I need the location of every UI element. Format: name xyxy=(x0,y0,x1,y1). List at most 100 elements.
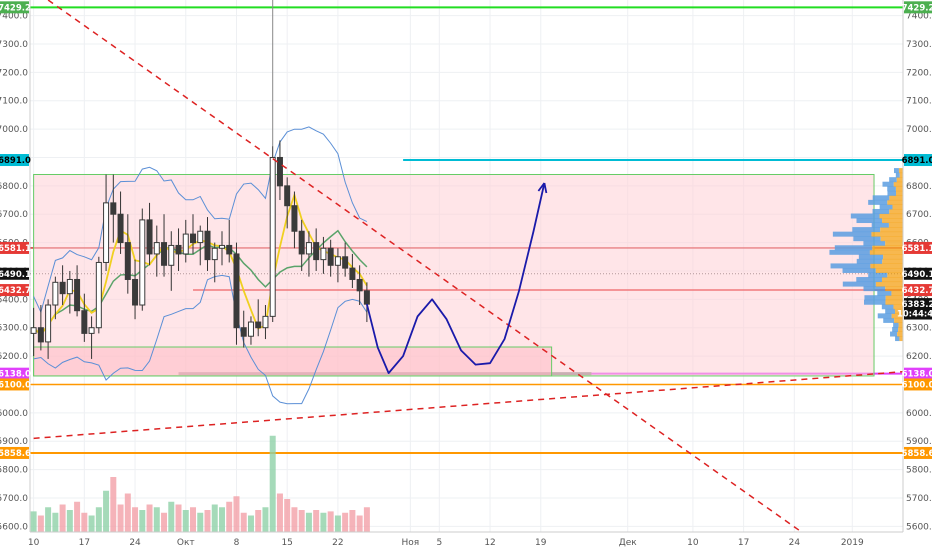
volume-profile-bar xyxy=(852,227,881,233)
x-tick-label: Ноя xyxy=(402,538,420,548)
y-tick-label-left: 5600.0 xyxy=(0,522,28,532)
volume-profile-bar xyxy=(842,281,876,287)
x-tick-label: 2019 xyxy=(841,538,864,548)
volume-bar xyxy=(110,477,117,532)
x-tick-label: 10 xyxy=(28,538,40,548)
candle-body xyxy=(334,256,341,266)
volume-profile-bar xyxy=(868,272,888,278)
y-tick-label-right: 7000.0 xyxy=(906,125,932,135)
price-axis[interactable]: 5600.0 5600.0 5700.0 5700.0 5800.0 5800.0 5900… xyxy=(0,12,932,533)
volume-bar xyxy=(291,507,298,532)
volume-bar xyxy=(342,512,349,532)
volume-profile-bar xyxy=(896,177,903,183)
volume-profile-bar xyxy=(875,267,903,273)
volume-bars xyxy=(30,435,370,532)
candle-body xyxy=(349,267,356,280)
volume-profile-bar xyxy=(888,222,903,228)
volume-profile-bar xyxy=(882,218,903,224)
volume-bar xyxy=(175,504,182,532)
y-tick-label-right: 5900.0 xyxy=(906,437,932,447)
volume-profile-bar xyxy=(885,308,895,314)
price-badge-label: 6891.0 xyxy=(902,156,932,166)
candle-body xyxy=(110,202,117,215)
drawings xyxy=(33,0,904,533)
volume-bar xyxy=(182,510,189,532)
candle-body xyxy=(226,244,233,255)
price-badge-label: 6100.0 xyxy=(902,380,932,390)
x-tick-label: Дек xyxy=(619,538,638,548)
volume-profile-bar xyxy=(889,177,897,183)
candle-body xyxy=(95,261,102,329)
candle-body xyxy=(153,242,160,255)
candle-body xyxy=(74,278,81,312)
price-badge-label: 5858.6 xyxy=(0,449,31,459)
volume-profile-bar xyxy=(895,186,903,192)
volume-bar xyxy=(197,512,204,532)
x-tick-label: 22 xyxy=(332,538,343,548)
volume-profile-bar xyxy=(885,240,903,246)
y-tick-label-left: 7300.0 xyxy=(0,40,28,50)
y-tick-label-left: 6300.0 xyxy=(0,324,28,334)
price-badge-label: 7429.2 xyxy=(0,3,31,13)
y-tick-label-left: 7200.0 xyxy=(0,68,28,78)
price-badge-label: 10:44:47 xyxy=(897,310,932,320)
volume-bar xyxy=(276,493,283,532)
volume-bar xyxy=(146,504,153,532)
volume-bar xyxy=(168,501,175,532)
candle-body xyxy=(262,315,269,329)
volume-profile-bar xyxy=(872,195,890,201)
volume-profile-bar xyxy=(877,313,892,319)
y-tick-label-right: 6000.0 xyxy=(906,409,932,419)
volume-profile-bar xyxy=(893,322,899,328)
candle-body xyxy=(117,213,124,244)
volume-profile-bar xyxy=(883,317,895,323)
volume-bar xyxy=(124,493,131,532)
volume-profile-bar xyxy=(856,218,883,224)
volume-profile-bar xyxy=(864,295,886,301)
volume-profile-bar xyxy=(892,204,903,210)
volume-bar xyxy=(313,510,320,532)
candle-body xyxy=(204,230,211,261)
time-axis[interactable]: 10 17 24 Окт 8 15 22 Ноя 5 12 19 Дек 10 17 24 2019 xyxy=(28,538,864,548)
volume-bar xyxy=(59,504,66,532)
candle-body xyxy=(291,205,298,232)
volume-profile-bar xyxy=(898,322,903,328)
volume-profile-bar xyxy=(895,172,900,178)
price-badge-label: 6581.1 xyxy=(0,244,31,254)
price-badge-label: 6383.2 xyxy=(902,300,932,310)
candle-body xyxy=(356,278,363,292)
volume-profile-bar xyxy=(842,267,876,273)
candle-body xyxy=(124,242,131,280)
volume-profile-bar xyxy=(894,308,903,314)
x-tick-label: 15 xyxy=(281,538,292,548)
y-tick-label-left: 5900.0 xyxy=(0,437,28,447)
candles xyxy=(30,0,370,359)
y-tick-label-right: 5600.0 xyxy=(906,522,932,532)
volume-profile-bar xyxy=(885,295,903,301)
candle-body xyxy=(255,321,262,329)
candle-body xyxy=(240,327,247,337)
bollinger-lower xyxy=(33,274,368,405)
candle-body xyxy=(363,290,370,305)
price-badge xyxy=(0,284,29,297)
volume-profile-bar xyxy=(872,208,890,214)
y-tick-label-right: 6700.0 xyxy=(906,210,932,220)
candle-body xyxy=(146,219,153,255)
candle-body xyxy=(59,281,66,295)
volume-bar xyxy=(88,515,95,532)
volume-bar xyxy=(218,507,225,532)
candle-body xyxy=(211,247,218,261)
candle-body xyxy=(45,304,52,343)
projection-path xyxy=(366,182,546,375)
y-tick-label-right: 7100.0 xyxy=(906,97,932,107)
volume-bar xyxy=(37,515,44,532)
volume-profile-bar xyxy=(863,286,886,292)
price-badge xyxy=(904,154,932,167)
volume-profile-bar xyxy=(880,227,903,233)
volume-profile-bar xyxy=(882,258,903,264)
volume-profile-bar xyxy=(891,313,903,319)
volume-profile-bar xyxy=(894,317,903,323)
volume-profile-bar xyxy=(899,172,903,178)
